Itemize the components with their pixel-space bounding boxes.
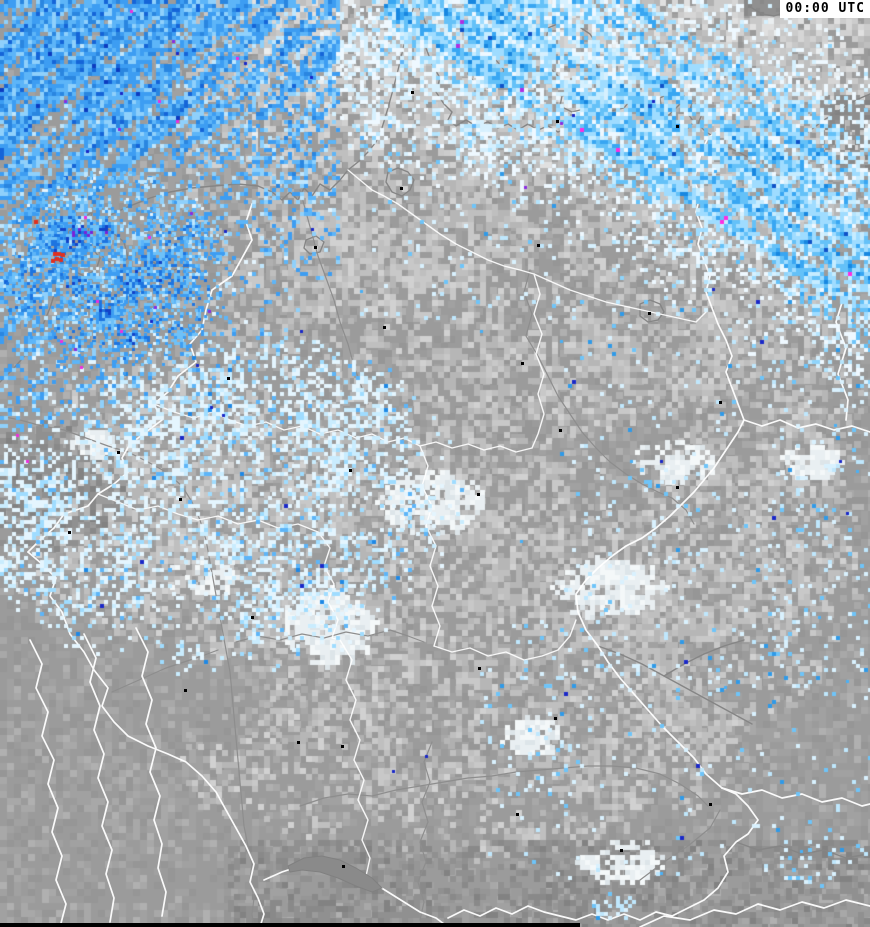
city-marker	[383, 326, 386, 329]
city-marker	[411, 91, 414, 94]
city-marker	[341, 745, 344, 748]
city-marker	[521, 362, 524, 365]
city-marker	[676, 125, 679, 128]
city-marker	[676, 486, 679, 489]
city-marker	[620, 849, 623, 852]
city-marker	[648, 312, 651, 315]
city-marker	[400, 187, 403, 190]
city-marker	[537, 244, 540, 247]
city-marker	[117, 451, 120, 454]
animation-progress-bar	[0, 923, 580, 927]
city-marker	[554, 717, 557, 720]
timestamp-badge: 00:00 UTC	[779, 0, 870, 18]
city-marker	[251, 616, 254, 619]
city-marker	[227, 377, 230, 380]
city-marker	[559, 429, 562, 432]
city-marker	[297, 741, 300, 744]
city-marker	[477, 493, 480, 496]
city-marker	[184, 689, 187, 692]
city-marker	[349, 469, 352, 472]
city-marker	[719, 401, 722, 404]
city-marker	[516, 813, 519, 816]
city-marker	[68, 531, 71, 534]
city-marker	[556, 120, 559, 123]
timestamp-label: 00:00 UTC	[785, 1, 865, 16]
city-marker	[478, 667, 481, 670]
city-marker	[179, 498, 182, 501]
city-marker	[314, 246, 317, 249]
city-marker	[709, 803, 712, 806]
city-marker	[342, 865, 345, 868]
